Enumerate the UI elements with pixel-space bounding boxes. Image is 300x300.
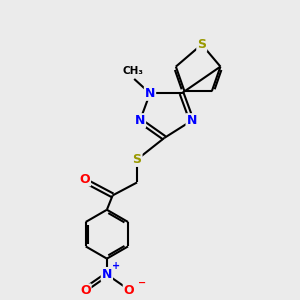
Text: S: S xyxy=(133,153,142,166)
Text: N: N xyxy=(135,114,145,127)
Text: CH₃: CH₃ xyxy=(122,66,143,76)
Text: N: N xyxy=(145,87,155,100)
Text: O: O xyxy=(80,284,91,297)
Text: O: O xyxy=(80,172,90,185)
Text: N: N xyxy=(102,268,112,281)
Text: S: S xyxy=(197,38,206,51)
Text: O: O xyxy=(124,284,134,297)
Text: −: − xyxy=(138,278,146,288)
Text: N: N xyxy=(187,114,197,127)
Text: +: + xyxy=(112,261,120,271)
